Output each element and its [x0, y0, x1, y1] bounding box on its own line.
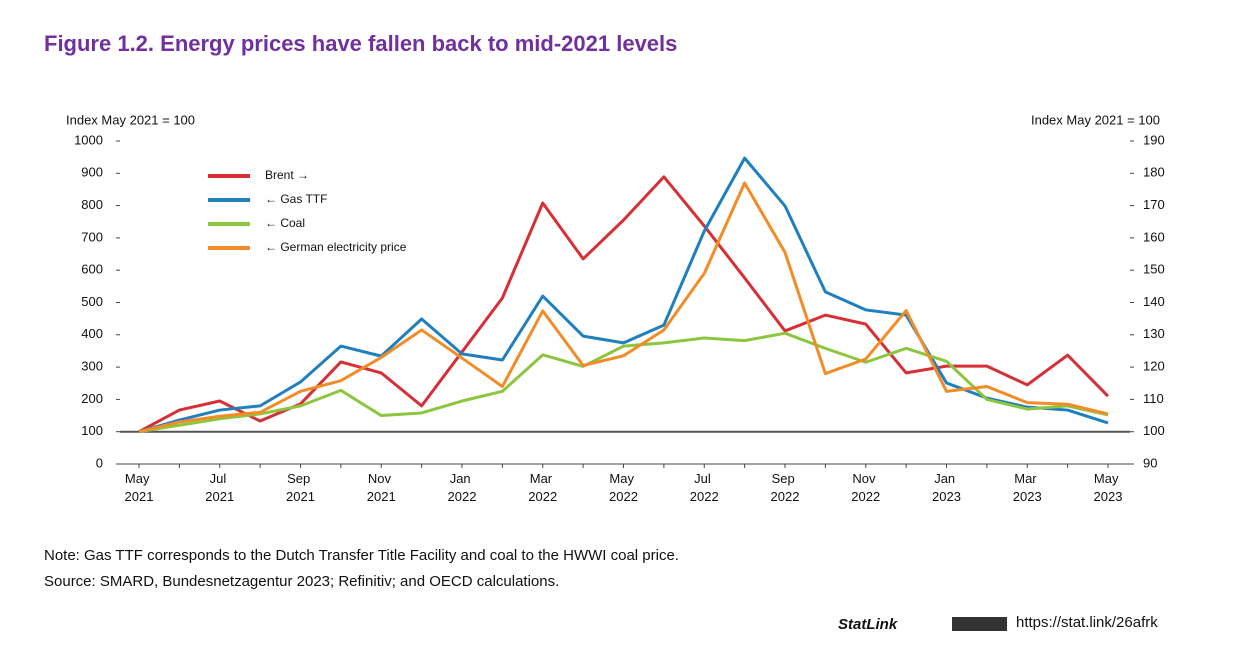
- x-tick-label: Nov 2021: [367, 471, 396, 504]
- y-tick-label: 900: [81, 165, 103, 180]
- y2-tick-label: 130: [1143, 326, 1165, 341]
- y2-tick-label: 190: [1143, 132, 1165, 147]
- x-tick-label: Sep 2022: [771, 471, 800, 504]
- y-tick-label: 100: [81, 423, 103, 438]
- x-tick-label: Jan 2022: [448, 471, 477, 504]
- x-tick-label: Jan 2023: [932, 471, 961, 504]
- source: Source: SMARD, Bundesnetzagentur 2023; R…: [44, 573, 559, 590]
- note: Note: Gas TTF corresponds to the Dutch T…: [44, 547, 679, 564]
- y-tick-label: 300: [81, 359, 103, 374]
- legend-label: ← German electricity price: [265, 240, 407, 254]
- y2-tick-label: 170: [1143, 197, 1165, 212]
- y-tick-label: 0: [96, 455, 103, 470]
- series-line: [138, 181, 1109, 434]
- y-tick-label: 1000: [74, 132, 103, 147]
- legend-label: Brent →: [265, 168, 309, 182]
- x-tick-label: Nov 2022: [851, 471, 880, 504]
- series-line: [138, 175, 1110, 434]
- y2-axis-label: Index May 2021 = 100: [1031, 112, 1160, 127]
- y2-tick-label: 90: [1143, 455, 1157, 470]
- y2-tick-label: 100: [1143, 423, 1165, 438]
- statlink-label: StatLink: [838, 616, 898, 633]
- legend-label: ← Gas TTF: [265, 192, 327, 206]
- x-tick-label: Mar 2023: [1013, 471, 1042, 504]
- x-tick-label: Sep 2021: [286, 471, 315, 504]
- y2-tick-label: 160: [1143, 229, 1165, 244]
- y2-tick-label: 150: [1143, 262, 1165, 277]
- x-tick-label: Jul 2022: [690, 471, 719, 504]
- x-tick-label: Mar 2022: [528, 471, 557, 504]
- x-tick-label: Jul 2021: [205, 471, 234, 504]
- y2-tick-label: 120: [1143, 359, 1165, 374]
- y-tick-label: 800: [81, 197, 103, 212]
- y-tick-label: 700: [81, 229, 103, 244]
- y-tick-label: 500: [81, 294, 103, 309]
- x-tick-label: May 2021: [125, 471, 154, 504]
- y-tick-label: 200: [81, 391, 103, 406]
- series-line: [138, 331, 1109, 434]
- chart-title: Figure 1.2. Energy prices have fallen ba…: [44, 31, 677, 56]
- y2-tick-label: 180: [1143, 165, 1165, 180]
- y-axis-label: Index May 2021 = 100: [66, 112, 195, 127]
- series-line: [138, 156, 1109, 434]
- y-tick-label: 400: [81, 326, 103, 341]
- y-tick-label: 600: [81, 262, 103, 277]
- statlink-logo: [952, 617, 1007, 631]
- x-tick-label: May 2022: [609, 471, 638, 504]
- legend-label: ← Coal: [265, 216, 305, 230]
- y2-tick-label: 140: [1143, 294, 1165, 309]
- statlink-url[interactable]: https://stat.link/26afrk: [1016, 614, 1158, 631]
- x-tick-label: May 2023: [1094, 471, 1123, 504]
- y2-tick-label: 110: [1143, 391, 1164, 406]
